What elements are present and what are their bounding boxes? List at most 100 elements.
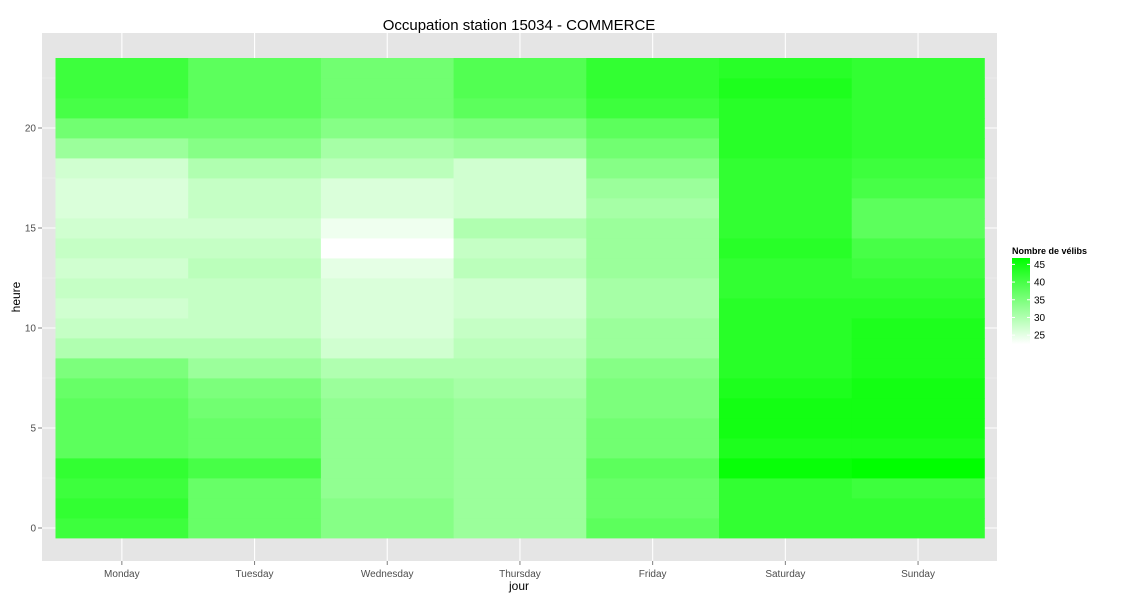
heatmap-tile bbox=[719, 318, 853, 339]
heatmap-tile bbox=[55, 358, 189, 379]
heatmap-tile bbox=[188, 118, 322, 139]
heatmap-tile bbox=[188, 438, 322, 459]
heatmap-tile bbox=[55, 398, 189, 419]
heatmap-tile bbox=[55, 438, 189, 459]
heatmap-tile bbox=[719, 418, 853, 439]
heatmap-tile bbox=[453, 178, 587, 199]
heatmap-tile bbox=[851, 418, 985, 439]
heatmap-tile bbox=[55, 278, 189, 299]
heatmap-tile bbox=[55, 218, 189, 239]
heatmap-tile bbox=[586, 58, 720, 79]
y-axis-label: heure bbox=[9, 281, 23, 312]
heatmap-tile bbox=[55, 178, 189, 199]
y-tick-label: 15 bbox=[25, 224, 37, 235]
heatmap-tile bbox=[851, 498, 985, 519]
heatmap-tile bbox=[586, 278, 720, 299]
heatmap-tile bbox=[851, 318, 985, 339]
heatmap-tile bbox=[55, 298, 189, 319]
heatmap-tiles bbox=[55, 58, 985, 539]
heatmap-tile bbox=[453, 58, 587, 79]
legend-ticks: 25 30 35 40 45 bbox=[1012, 260, 1046, 342]
y-tick-label: 5 bbox=[30, 424, 36, 435]
y-tick-label: 20 bbox=[25, 124, 37, 135]
heatmap-tile bbox=[851, 358, 985, 379]
heatmap-tile bbox=[55, 258, 189, 279]
heatmap-tile bbox=[851, 78, 985, 99]
heatmap-tile bbox=[188, 178, 322, 199]
heatmap-tile bbox=[320, 378, 454, 399]
heatmap-tile bbox=[851, 218, 985, 239]
heatmap-tile bbox=[586, 118, 720, 139]
heatmap-tile bbox=[55, 478, 189, 499]
y-tick-label: 0 bbox=[30, 524, 36, 535]
heatmap-tile bbox=[453, 258, 587, 279]
heatmap-tile bbox=[453, 458, 587, 479]
heatmap-tile bbox=[719, 218, 853, 239]
heatmap-tile bbox=[320, 218, 454, 239]
x-tick-label: Wednesday bbox=[361, 569, 414, 580]
heatmap-tile bbox=[55, 198, 189, 219]
heatmap-tile bbox=[320, 198, 454, 219]
heatmap-tile bbox=[851, 438, 985, 459]
heatmap-tile bbox=[851, 378, 985, 399]
heatmap-tile bbox=[320, 418, 454, 439]
heatmap-tile bbox=[55, 378, 189, 399]
heatmap-tile bbox=[188, 138, 322, 159]
heatmap-tile bbox=[719, 238, 853, 259]
heatmap-tile bbox=[453, 518, 587, 539]
heatmap-tile bbox=[320, 178, 454, 199]
heatmap-tile bbox=[55, 118, 189, 139]
heatmap-tile bbox=[453, 398, 587, 419]
heatmap-tile bbox=[453, 498, 587, 519]
heatmap-tile bbox=[188, 478, 322, 499]
heatmap-tile bbox=[453, 78, 587, 99]
heatmap-tile bbox=[851, 198, 985, 219]
heatmap-tile bbox=[55, 158, 189, 179]
x-axis: Monday Tuesday Wednesday Thursday Friday Satu… bbox=[104, 561, 935, 580]
heatmap-tile bbox=[851, 478, 985, 499]
heatmap-tile bbox=[851, 338, 985, 359]
heatmap-tile bbox=[453, 298, 587, 319]
heatmap-tile bbox=[586, 378, 720, 399]
heatmap-tile bbox=[586, 338, 720, 359]
heatmap-tile bbox=[586, 238, 720, 259]
heatmap-tile bbox=[719, 438, 853, 459]
heatmap-tile bbox=[586, 458, 720, 479]
heatmap-tile bbox=[55, 518, 189, 539]
y-tick-label: 10 bbox=[25, 324, 37, 335]
heatmap-tile bbox=[320, 58, 454, 79]
y-axis: 0 5 10 15 20 bbox=[25, 124, 42, 535]
heatmap-tile bbox=[586, 498, 720, 519]
heatmap-tile bbox=[320, 118, 454, 139]
heatmap-tile bbox=[586, 178, 720, 199]
heatmap-tile bbox=[55, 458, 189, 479]
heatmap-tile bbox=[188, 158, 322, 179]
heatmap-tile bbox=[586, 258, 720, 279]
heatmap-tile bbox=[188, 318, 322, 339]
heatmap-tile bbox=[55, 238, 189, 259]
heatmap-tile bbox=[586, 518, 720, 539]
legend-tick-label: 40 bbox=[1034, 278, 1046, 289]
heatmap-tile bbox=[586, 298, 720, 319]
heatmap-tile bbox=[188, 78, 322, 99]
heatmap-tile bbox=[719, 98, 853, 119]
legend-tick-label: 45 bbox=[1034, 260, 1046, 271]
heatmap-tile bbox=[586, 98, 720, 119]
heatmap-tile bbox=[719, 58, 853, 79]
heatmap-tile bbox=[719, 458, 853, 479]
heatmap-tile bbox=[55, 58, 189, 79]
heatmap-tile bbox=[719, 78, 853, 99]
x-tick-label: Sunday bbox=[901, 569, 935, 580]
heatmap-tile bbox=[188, 258, 322, 279]
chart-title: Occupation station 15034 - COMMERCE bbox=[383, 17, 656, 34]
legend-colorbar bbox=[1012, 258, 1030, 344]
heatmap-tile bbox=[586, 418, 720, 439]
heatmap-tile bbox=[320, 398, 454, 419]
heatmap-tile bbox=[586, 318, 720, 339]
heatmap-tile bbox=[851, 238, 985, 259]
heatmap-tile bbox=[188, 458, 322, 479]
heatmap-tile bbox=[719, 338, 853, 359]
x-tick-label: Tuesday bbox=[236, 569, 274, 580]
heatmap-tile bbox=[719, 138, 853, 159]
